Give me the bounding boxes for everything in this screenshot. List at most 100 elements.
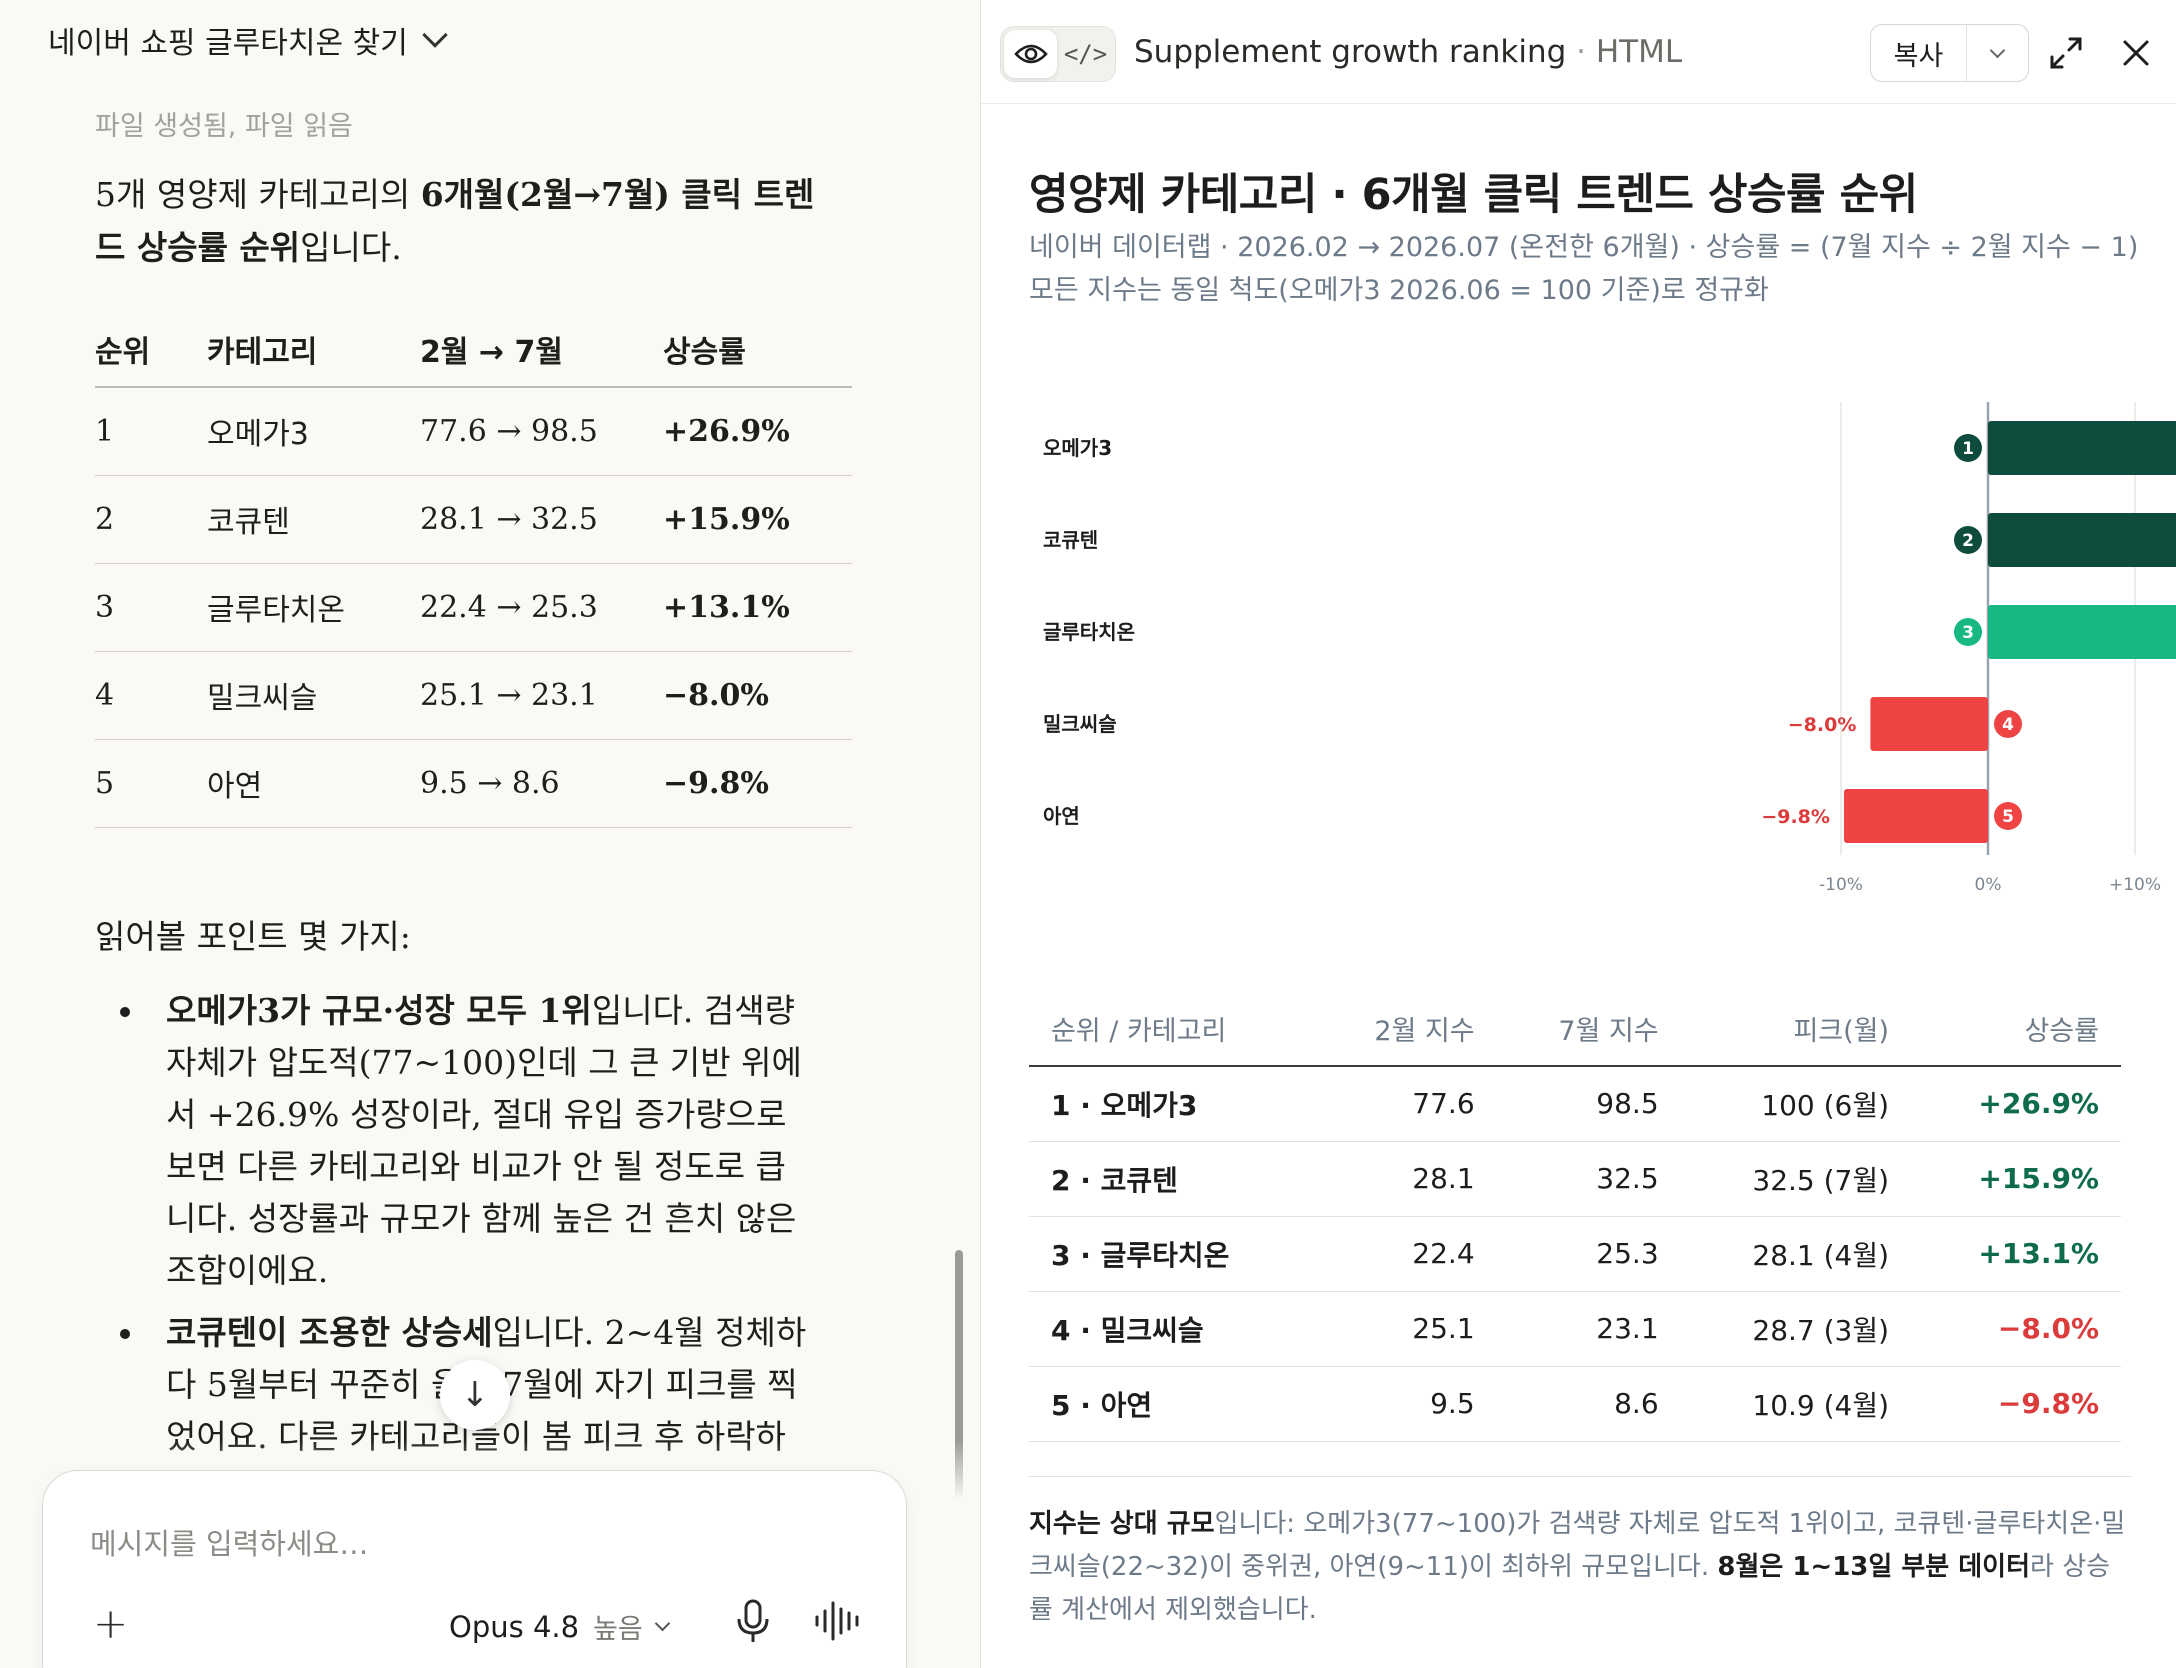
scrollbar[interactable]	[955, 1250, 963, 1500]
jul-cell: 23.1	[1496, 1291, 1681, 1367]
table-header: 피크(월)	[1680, 992, 1912, 1067]
rank-cell: 1	[95, 387, 207, 476]
feb-cell: 22.4	[1312, 1216, 1497, 1292]
artifact-kind: HTML	[1595, 34, 1683, 70]
category-cell: 아연	[207, 739, 420, 828]
table-row: 3 글루타치온 22.4 → 25.3 +13.1%	[95, 563, 852, 652]
change-cell: 25.1 → 23.1	[420, 651, 663, 740]
points-heading: 읽어볼 포인트 몇 가지:	[95, 917, 411, 956]
chevron-down-icon	[422, 22, 448, 48]
rate-cell: +15.9%	[1911, 1141, 2121, 1217]
bar	[1988, 605, 2176, 659]
peak-cell: 100 (6월)	[1680, 1066, 1912, 1142]
category-cell: 오메가3	[207, 387, 420, 476]
scroll-to-bottom-button[interactable]: ↓	[440, 1360, 510, 1430]
rank-badge	[1994, 802, 2022, 830]
rank-cell: 5	[95, 739, 207, 828]
table-row: 5 아연 9.5 → 8.6 −9.8%	[95, 739, 852, 828]
point-bold: 코큐텐이 조용한 상승세	[166, 1313, 493, 1352]
copy-button[interactable]: 복사	[1871, 25, 1967, 81]
subtitle-line: 모든 지수는 동일 척도(오메가3 2026.06 = 100 기준)로 정규화	[1029, 275, 1769, 306]
bar	[1988, 421, 2176, 475]
table-row: 2 · 코큐텐 28.1 32.5 32.5 (7월) +15.9%	[1029, 1141, 2121, 1217]
note-text: 라 상승률 계산에서 제외했습니다.	[1029, 1552, 2111, 1625]
intro-paragraph: 5개 영양제 카테고리의 6개월(2월→7월) 클릭 트렌드 상승률 순위입니다…	[95, 168, 835, 274]
change-cell: 9.5 → 8.6	[420, 739, 663, 828]
view-toggle: </>	[1000, 26, 1116, 82]
point-text: 입니다. 검색량 자체가 압도적(77~100)인데 그 큰 기반 위에서 +2…	[166, 991, 802, 1290]
rate-cell: +13.1%	[663, 563, 852, 652]
artifact-pane: </> Supplement growth ranking · HTML 복사 …	[980, 0, 2176, 1668]
model-name: Opus 4.8	[449, 1609, 580, 1644]
index-table: 순위 / 카테고리 2월 지수 7월 지수 피크(월) 상승률 1 · 오메가3…	[1029, 992, 2121, 1442]
note-bold: 8월은 1~13일 부분 데이터	[1717, 1552, 2031, 1582]
code-icon: </>	[1063, 40, 1108, 68]
table-row: 2 코큐텐 28.1 → 32.5 +15.9%	[95, 475, 852, 564]
artifact-toolbar: </> Supplement growth ranking · HTML 복사	[981, 0, 2176, 104]
table-row: 4 · 밀크씨슬 25.1 23.1 28.7 (3월) −8.0%	[1029, 1291, 2121, 1367]
table-header: 2월 → 7월	[420, 312, 663, 388]
feb-cell: 9.5	[1312, 1366, 1497, 1442]
rank-label: 5	[2002, 807, 2014, 827]
page-title: 영양제 카테고리 · 6개월 클릭 트렌드 상승률 순위	[1029, 170, 1918, 220]
copy-options-button[interactable]	[1967, 25, 2028, 81]
feb-cell: 25.1	[1312, 1291, 1497, 1367]
category-cell: 코큐텐	[207, 475, 420, 564]
peak-cell: 32.5 (7월)	[1680, 1141, 1912, 1217]
rank-cell: 4	[95, 651, 207, 740]
model-selector[interactable]: Opus 4.8 높음	[449, 1607, 671, 1646]
code-tab[interactable]: </>	[1059, 30, 1112, 78]
category-label: 아연	[1043, 804, 1080, 828]
rank-label: 1	[1962, 439, 1974, 459]
table-header: 상승률	[663, 312, 852, 388]
table-header: 카테고리	[207, 312, 420, 388]
value-label: −9.8%	[1761, 806, 1830, 828]
category-cell: 1 · 오메가3	[1029, 1066, 1313, 1142]
effort-level: 높음	[593, 1614, 643, 1645]
rate-cell: −8.0%	[663, 651, 852, 740]
conversation-title-menu[interactable]: 네이버 쇼핑 글루타치온 찾기	[48, 18, 448, 62]
add-attachment-button[interactable]: +	[93, 1599, 128, 1648]
title-separator: ·	[1566, 34, 1596, 70]
category-cell: 2 · 코큐텐	[1029, 1141, 1313, 1217]
peak-cell: 28.1 (4월)	[1680, 1216, 1912, 1292]
point-bold: 오메가3가 규모·성장 모두 1위	[166, 991, 592, 1030]
note-text: 입니다: 오메가3(77~100)가 검색량 자체로 압도적 1위이고, 코큐텐…	[1029, 1509, 2126, 1582]
change-cell: 77.6 → 98.5	[420, 387, 663, 476]
rank-badge	[1954, 618, 1982, 646]
table-header-row: 순위 카테고리 2월 → 7월 상승률	[95, 312, 852, 388]
category-cell: 글루타치온	[207, 563, 420, 652]
rate-cell: +13.1%	[1911, 1216, 2121, 1292]
rank-badge	[1954, 434, 1982, 462]
jul-cell: 8.6	[1496, 1366, 1681, 1442]
artifact-title: Supplement growth ranking · HTML	[1134, 34, 1682, 70]
page-subtitle: 네이버 데이터랩 · 2026.02 → 2026.07 (온전한 6개월) ·…	[1029, 226, 2138, 312]
artifact-name: Supplement growth ranking	[1134, 34, 1567, 70]
intro-suffix: 입니다.	[300, 228, 402, 267]
message-input[interactable]: 메시지를 입력하세요…	[90, 1527, 369, 1561]
chevron-down-icon	[1989, 42, 2006, 58]
tool-status[interactable]: 파일 생성됨, 파일 읽음	[95, 111, 353, 142]
preview-tab[interactable]	[1004, 30, 1057, 78]
rate-cell: −9.8%	[663, 739, 852, 828]
microphone-icon[interactable]	[733, 1597, 773, 1645]
change-cell: 28.1 → 32.5	[420, 475, 663, 564]
bar	[1988, 513, 2176, 567]
category-label: 코큐텐	[1043, 528, 1098, 552]
table-row: 5 · 아연 9.5 8.6 10.9 (4월) −9.8%	[1029, 1366, 2121, 1442]
rate-cell: −8.0%	[1911, 1291, 2121, 1367]
arrow-down-icon: ↓	[460, 1375, 490, 1415]
feb-cell: 77.6	[1312, 1066, 1497, 1142]
jul-cell: 32.5	[1496, 1141, 1681, 1217]
close-icon[interactable]	[2116, 33, 2156, 73]
category-label: 오메가3	[1043, 436, 1112, 460]
footnote: 지수는 상대 규모입니다: 오메가3(77~100)가 검색량 자체로 압도적 …	[1029, 1476, 2131, 1632]
expand-icon[interactable]	[2046, 33, 2086, 73]
voice-mode-icon[interactable]	[813, 1599, 863, 1643]
table-header: 7월 지수	[1496, 992, 1681, 1067]
eye-icon	[1013, 44, 1048, 64]
table-row: 3 · 글루타치온 22.4 25.3 28.1 (4월) +13.1%	[1029, 1216, 2121, 1292]
rank-cell: 2	[95, 475, 207, 564]
category-label: 밀크씨슬	[1043, 712, 1117, 736]
rank-label: 4	[2002, 715, 2014, 735]
